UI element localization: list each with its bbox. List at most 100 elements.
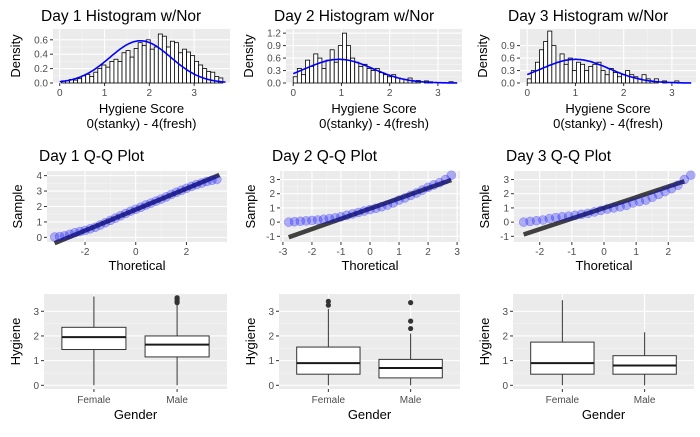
x-axis-label: Thoretical <box>575 258 632 273</box>
normal-curve <box>59 40 226 83</box>
histogram-bar <box>153 46 159 84</box>
qq-point <box>181 183 192 194</box>
histogram-bar <box>305 59 311 84</box>
histogram-bar <box>576 61 581 84</box>
box-outlier <box>325 298 331 305</box>
qq-point <box>596 205 606 216</box>
qq-point <box>136 202 146 213</box>
qq-point <box>440 174 451 185</box>
qq-reference-line <box>522 179 686 237</box>
normal-curve <box>526 58 692 84</box>
histogram-bar <box>77 78 83 84</box>
x-tick-label: -2 <box>535 247 544 258</box>
y-tick-label: 0.4 <box>34 50 48 61</box>
y-axis-label: Sample <box>477 184 492 228</box>
x-tick-label: 0 <box>524 88 530 99</box>
qq-point <box>176 185 187 196</box>
histogram-bar <box>604 74 610 84</box>
box2-panel: 0 1 2 3 Hygiene Female Male Gender <box>243 294 460 422</box>
qq-point <box>115 211 126 221</box>
x-tick-label: 0 <box>133 247 139 258</box>
histogram-bar <box>559 53 565 84</box>
qq-point <box>551 212 561 223</box>
histogram-bar <box>149 48 155 84</box>
qq-point <box>602 204 612 214</box>
histogram-bar <box>563 63 569 84</box>
qq-point <box>353 207 364 218</box>
qq-point <box>518 217 529 227</box>
y-tick-label: 3 <box>268 307 274 318</box>
x-tick-label: 1 <box>102 88 108 99</box>
box-iqr <box>296 346 361 375</box>
normal-curve <box>292 58 458 84</box>
qq-reference-line <box>53 172 221 246</box>
x-tick-label: Male <box>634 395 656 406</box>
y-tick-label: 2 <box>268 331 274 342</box>
qq-point <box>80 225 90 236</box>
x-tick-label: -3 <box>278 247 287 258</box>
qq-point <box>388 198 398 208</box>
histogram-bar <box>137 42 143 84</box>
histogram-bar <box>93 71 99 84</box>
chart-title: Day 2 Q-Q Plot <box>272 148 378 165</box>
qq-point <box>371 203 381 214</box>
qq-point <box>429 180 439 190</box>
chart-title: Day 3 Histogram w/Nor <box>508 8 668 25</box>
qq-point <box>583 208 593 219</box>
histogram-bar <box>186 51 191 84</box>
box-iqr <box>61 326 127 351</box>
qq-point <box>283 217 294 227</box>
y-tick-label: 0 <box>269 218 275 229</box>
y-tick-label: 1 <box>502 356 508 367</box>
box-outlier <box>325 302 331 308</box>
histogram-bar <box>342 32 347 84</box>
histogram-bar <box>133 48 139 84</box>
histogram-bar <box>165 46 171 84</box>
qq-point <box>312 215 323 225</box>
qq-point <box>151 196 161 206</box>
qq-point <box>110 213 121 223</box>
x-axis-label-line2: 0(stanky) - 4(fresh) <box>87 116 197 131</box>
histogram-bar <box>543 41 549 84</box>
chart-title: Day 1 Histogram w/Nor <box>41 8 201 25</box>
x-tick-label: 2 <box>621 88 627 99</box>
y-tick-label: 2 <box>503 189 509 200</box>
histogram-bar <box>157 33 163 84</box>
x-tick-label: 2 <box>147 88 153 99</box>
histogram-bar <box>346 45 352 84</box>
box-iqr <box>530 341 595 375</box>
histogram-bar <box>89 76 95 84</box>
qq-point <box>141 200 151 210</box>
y-tick-label: 0.2 <box>34 64 48 75</box>
qq-point <box>318 214 329 225</box>
qq-point <box>544 213 555 224</box>
x-tick-label: 2 <box>425 247 431 258</box>
qq-point <box>615 202 625 212</box>
qq-point <box>423 182 433 193</box>
qq-point <box>289 216 300 227</box>
qq-point <box>647 192 657 203</box>
histogram-bar <box>218 77 224 84</box>
histogram-bar <box>535 61 540 84</box>
y-axis-label: Hygiene <box>243 318 258 366</box>
box-outlier <box>408 325 414 332</box>
y-tick-label: 2 <box>502 331 508 342</box>
qq-point <box>621 200 632 211</box>
histogram-bar <box>584 70 590 84</box>
x-tick-label: 1 <box>573 88 579 99</box>
qq-point <box>382 200 393 210</box>
y-tick-label: 3 <box>503 175 509 186</box>
qq-point <box>686 170 696 181</box>
x-tick-label: 2 <box>387 88 393 99</box>
y-tick-label: 0.9 <box>267 41 281 52</box>
histogram-bar <box>378 72 384 84</box>
qq-point <box>446 170 457 181</box>
x-tick-label: 3 <box>454 247 460 258</box>
y-tick-label: 0 <box>36 233 42 244</box>
histogram-bar <box>325 59 331 84</box>
qq-point <box>411 188 422 198</box>
qq-point <box>634 196 645 207</box>
qq-point <box>65 229 75 240</box>
x-tick-label: Male <box>166 395 188 406</box>
y-axis-label: Hygiene <box>477 318 492 366</box>
